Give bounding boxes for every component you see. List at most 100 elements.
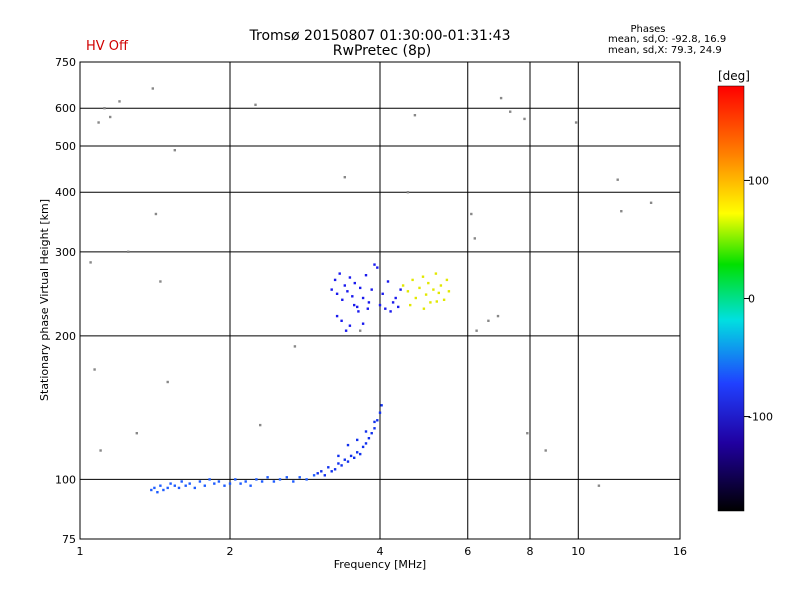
- phases-o-stats: mean, sd,O: -92.8, 16.9: [608, 34, 726, 45]
- data-point: [272, 480, 276, 483]
- data-point: [305, 478, 308, 481]
- data-point: [370, 432, 373, 435]
- colorbar-gradient: [717, 85, 745, 512]
- data-point: [353, 281, 356, 285]
- data-point: [99, 449, 102, 452]
- data-point: [89, 261, 92, 264]
- y-tick-label: 200: [55, 330, 76, 343]
- data-point: [346, 460, 350, 463]
- data-point: [421, 275, 425, 278]
- y-tick-label: 100: [55, 473, 76, 486]
- y-tick-label: 75: [62, 533, 76, 546]
- data-point: [150, 488, 153, 492]
- data-point: [337, 462, 340, 465]
- data-point: [523, 117, 526, 121]
- data-point: [357, 310, 360, 313]
- data-point: [373, 263, 376, 266]
- data-point: [333, 278, 337, 282]
- x-tick-labels: 1 2 4 6 8 10 16: [77, 545, 688, 558]
- colorbar-ticks: 100 0 -100: [744, 174, 773, 424]
- data-point: [359, 452, 362, 456]
- data-point: [649, 201, 653, 204]
- data-point: [166, 380, 169, 384]
- data-point: [499, 96, 503, 100]
- data-point: [213, 482, 216, 485]
- data-point: [496, 314, 500, 318]
- data-point: [254, 103, 257, 106]
- data-point: [316, 472, 319, 475]
- data-point: [366, 307, 369, 310]
- data-point: [597, 484, 601, 487]
- data-point: [364, 274, 368, 277]
- data-point: [341, 298, 344, 301]
- data-point: [180, 480, 183, 483]
- data-point: [381, 292, 384, 295]
- data-point: [411, 278, 414, 282]
- x-axis-label: Frequency [MHz]: [334, 558, 426, 571]
- data-point: [384, 307, 387, 310]
- data-point: [409, 303, 412, 307]
- data-point: [509, 110, 512, 113]
- data-point: [361, 322, 365, 325]
- data-point: [434, 272, 438, 275]
- data-point: [418, 286, 421, 290]
- data-point: [320, 470, 323, 473]
- data-point: [359, 286, 362, 290]
- chart-title: Tromsø 20150807 01:30:00-01:31:43: [249, 28, 511, 44]
- data-point: [343, 458, 346, 461]
- y-tick-label: 750: [55, 56, 76, 69]
- data-point: [292, 480, 295, 483]
- data-point: [330, 288, 333, 291]
- data-point: [109, 115, 112, 119]
- data-points: [89, 87, 653, 494]
- x-tick-label: 16: [673, 545, 687, 558]
- data-point: [376, 419, 379, 422]
- data-point: [442, 298, 446, 301]
- data-point: [620, 210, 623, 213]
- data-point: [429, 301, 432, 304]
- data-point: [312, 474, 316, 477]
- data-point: [487, 319, 490, 322]
- data-point: [249, 484, 252, 487]
- x-tick-label: 4: [377, 545, 384, 558]
- data-point: [437, 291, 440, 295]
- data-point: [435, 300, 438, 303]
- data-point: [406, 191, 410, 194]
- data-point: [413, 114, 417, 117]
- phases-heading: Phases: [630, 24, 665, 35]
- data-point: [228, 482, 232, 485]
- data-point: [544, 449, 547, 452]
- data-point: [356, 438, 359, 442]
- data-point: [353, 303, 356, 307]
- grid-lines: [80, 62, 680, 539]
- data-point: [422, 307, 426, 310]
- data-point: [346, 443, 350, 447]
- data-point: [97, 121, 100, 124]
- data-point: [399, 288, 402, 291]
- x-tick-label: 2: [227, 545, 234, 558]
- data-point: [432, 288, 435, 291]
- data-point: [153, 486, 156, 490]
- y-tick-label: 600: [55, 102, 76, 115]
- data-point: [380, 404, 383, 407]
- data-point: [574, 121, 578, 124]
- colorbar-tick-label: 100: [748, 174, 769, 187]
- data-point: [266, 476, 269, 479]
- data-point: [406, 290, 410, 293]
- data-point: [340, 319, 343, 322]
- x-tick-label: 10: [571, 545, 585, 558]
- data-point: [293, 345, 297, 348]
- data-point: [473, 237, 476, 240]
- data-point: [470, 212, 473, 216]
- data-point: [346, 290, 349, 293]
- y-tick-label: 500: [55, 140, 76, 153]
- data-point: [414, 296, 417, 300]
- y-tick-label: 400: [55, 186, 76, 199]
- data-point: [337, 454, 340, 458]
- data-point: [198, 480, 202, 483]
- data-point: [401, 284, 405, 287]
- data-point: [234, 478, 237, 481]
- data-point: [616, 178, 619, 181]
- data-point: [361, 296, 365, 300]
